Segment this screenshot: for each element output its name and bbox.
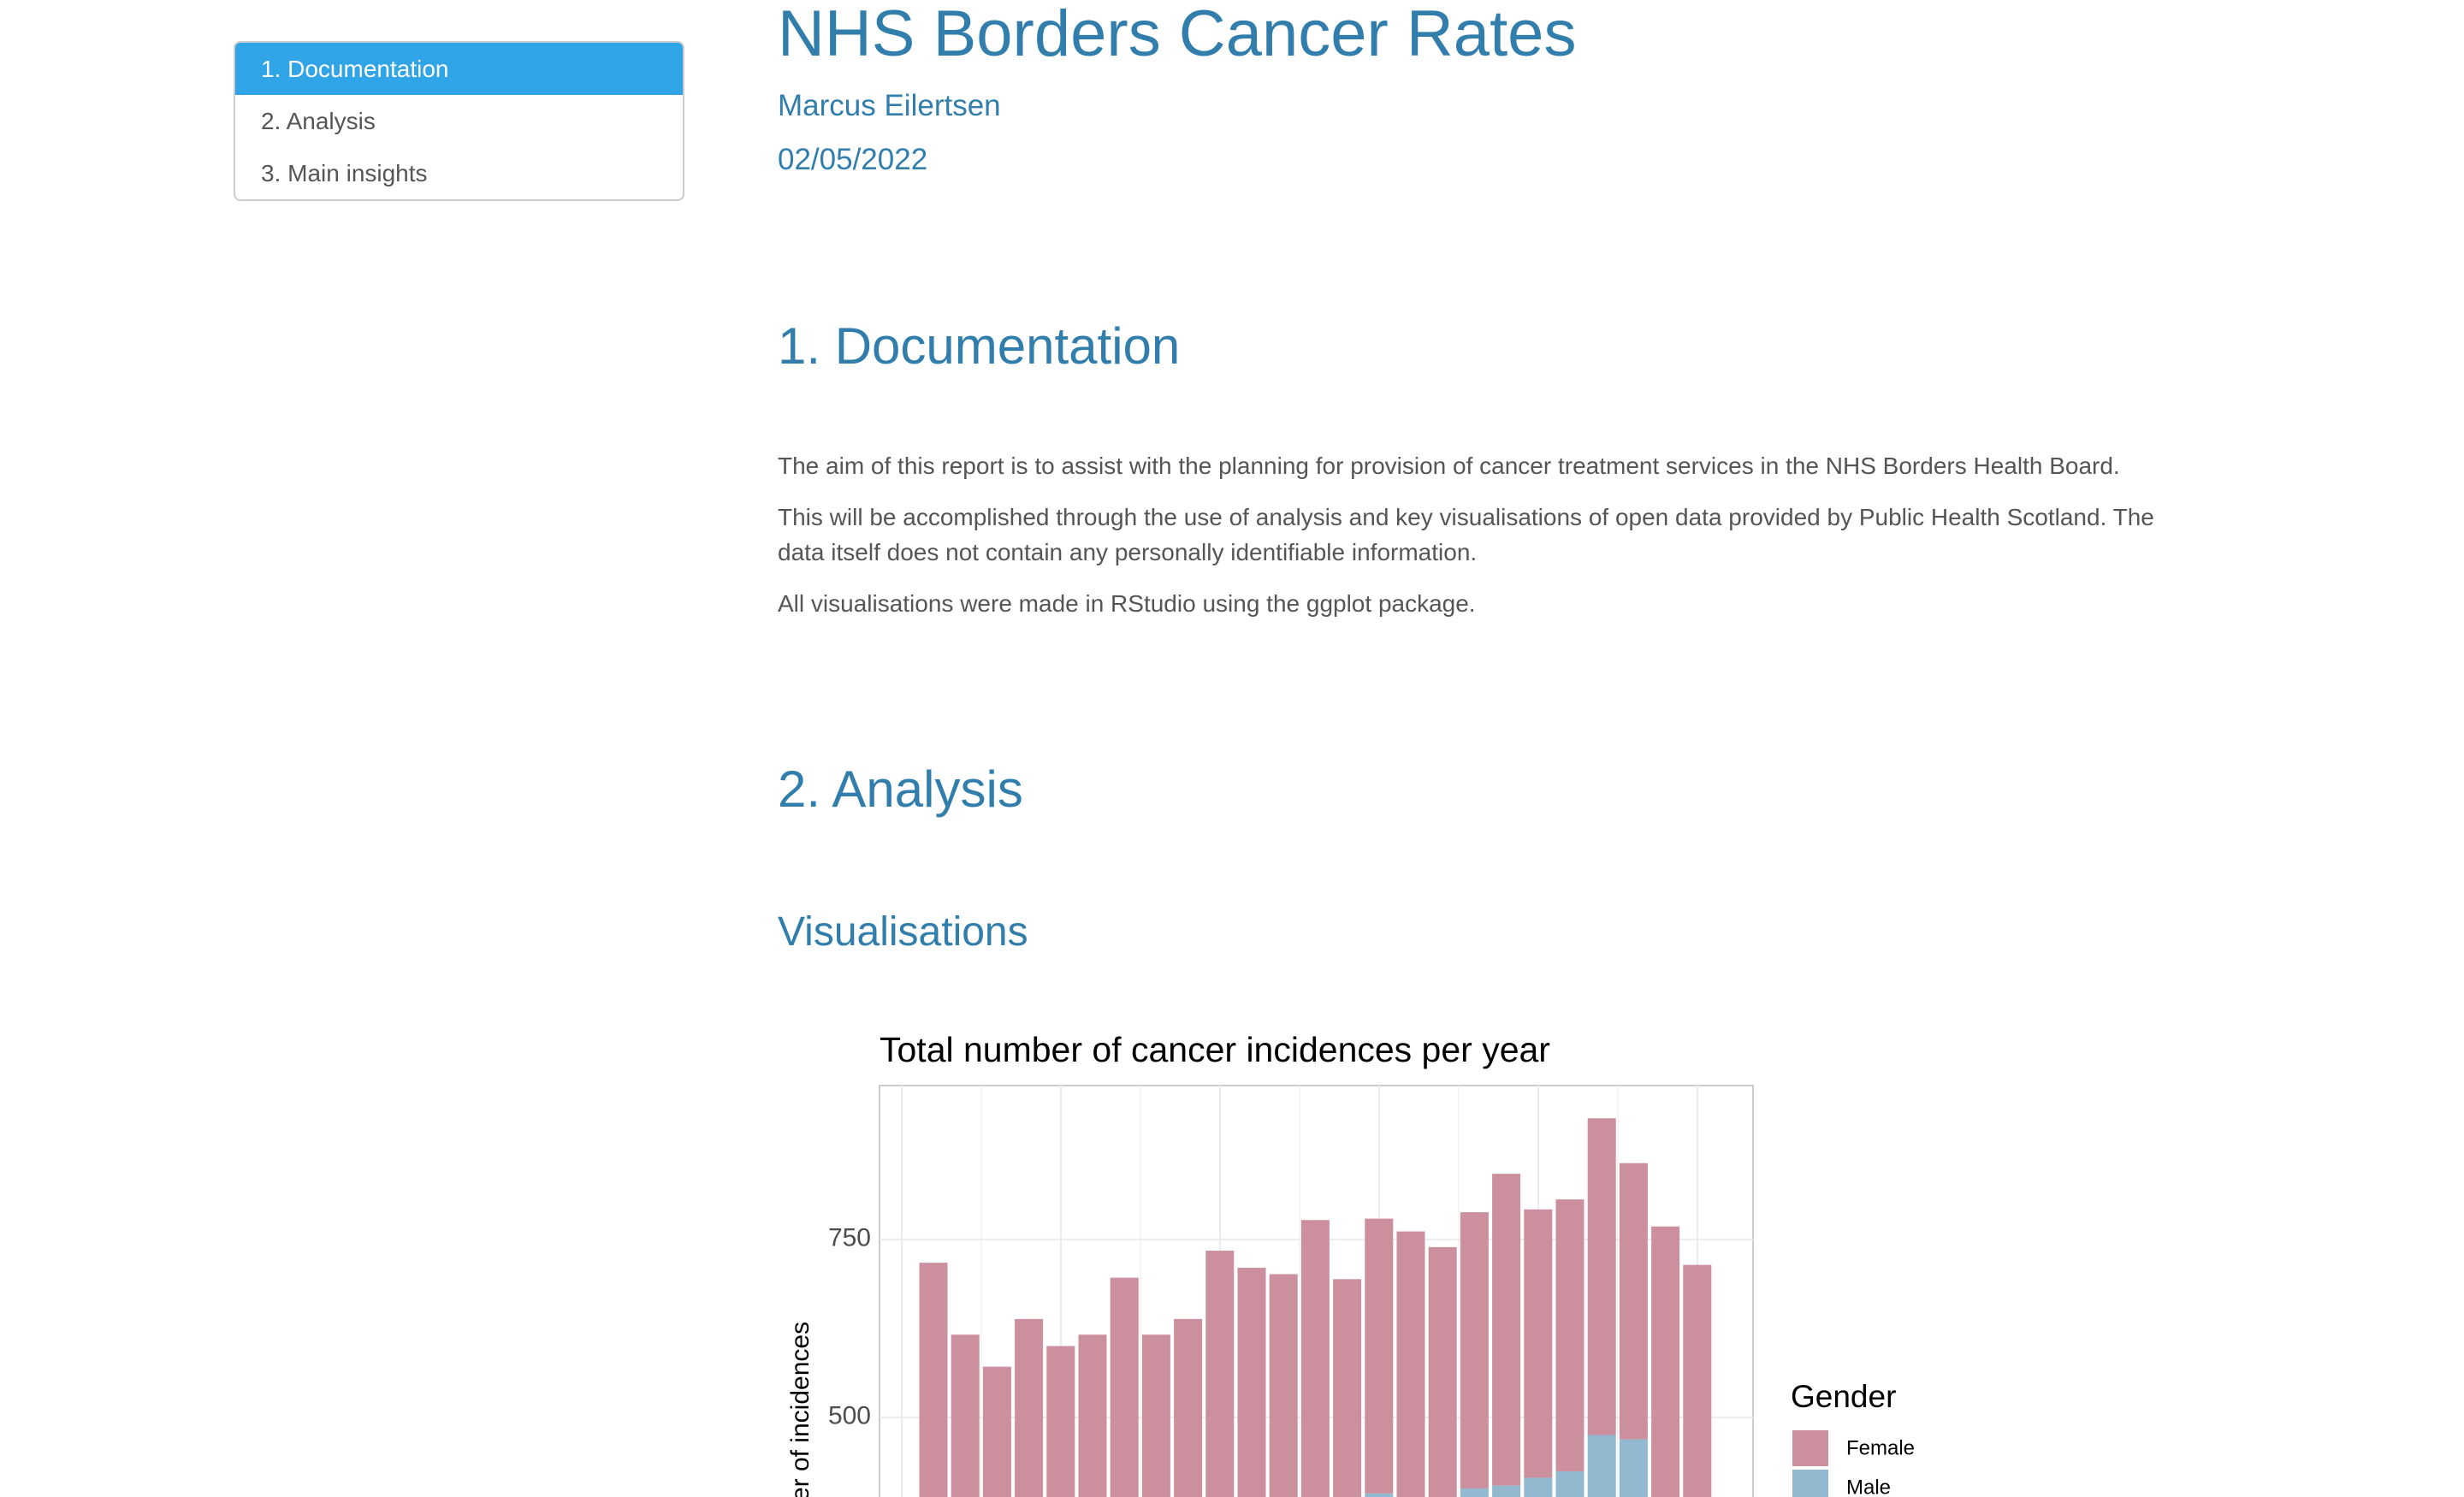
bar (1333, 1279, 1362, 1497)
bar (1555, 1199, 1584, 1471)
bar (1396, 1231, 1425, 1497)
bar (1619, 1439, 1648, 1497)
date: 02/05/2022 (778, 143, 928, 176)
toc-item[interactable]: 3. Main insights (261, 160, 428, 186)
bar (1237, 1267, 1266, 1497)
bar (1460, 1488, 1489, 1497)
bar (1269, 1274, 1298, 1497)
paragraph: All visualisations were made in RStudio … (778, 590, 1476, 617)
bar (1555, 1470, 1584, 1497)
section-heading: 1. Documentation (778, 317, 1181, 375)
bar (1015, 1318, 1044, 1497)
author: Marcus Eilertsen (778, 89, 1001, 122)
legend-key (1792, 1470, 1828, 1497)
legend-label: Male (1846, 1476, 1891, 1497)
toc: 1. Documentation 2. Analysis 3. Main ins… (234, 41, 684, 201)
y-tick-label: 500 (828, 1402, 871, 1430)
bar (1428, 1246, 1457, 1497)
bar (1492, 1485, 1521, 1497)
paragraph: The aim of this report is to assist with… (778, 453, 2120, 479)
bar (1651, 1226, 1680, 1497)
bar (951, 1334, 980, 1497)
y-tick-label: 750 (828, 1224, 871, 1252)
legend-key (1792, 1430, 1828, 1466)
y-axis-title: Number of incidences (786, 1322, 814, 1497)
bar (1365, 1218, 1394, 1494)
bar (1587, 1118, 1616, 1435)
legend-label: Female (1846, 1436, 1915, 1459)
legend-title: Gender (1791, 1379, 1896, 1414)
bar (1683, 1264, 1712, 1497)
bar (1460, 1212, 1489, 1488)
bar (1524, 1209, 1553, 1478)
bar (1492, 1174, 1521, 1486)
chart-title: Total number of cancer incidences per ye… (880, 1030, 1550, 1069)
bar (1300, 1220, 1330, 1497)
bar (1174, 1318, 1203, 1497)
bar (1046, 1346, 1075, 1497)
bar (1110, 1277, 1139, 1497)
toc-item[interactable]: 1. Documentation (235, 43, 683, 95)
toc-item[interactable]: 2. Analysis (261, 108, 376, 134)
paragraph: This will be accomplished through the us… (778, 504, 2154, 565)
bar (919, 1263, 948, 1497)
bar (1141, 1334, 1170, 1497)
bar (1078, 1334, 1107, 1497)
bar (1524, 1477, 1553, 1497)
subheading: Visualisations (778, 909, 1028, 955)
bar (1587, 1435, 1616, 1497)
bar (982, 1366, 1011, 1497)
bar (1205, 1251, 1235, 1497)
title: NHS Borders Cancer Rates (778, 0, 1577, 70)
bar (1619, 1163, 1648, 1440)
section-heading: 2. Analysis (778, 760, 1023, 818)
bar (1365, 1493, 1394, 1497)
